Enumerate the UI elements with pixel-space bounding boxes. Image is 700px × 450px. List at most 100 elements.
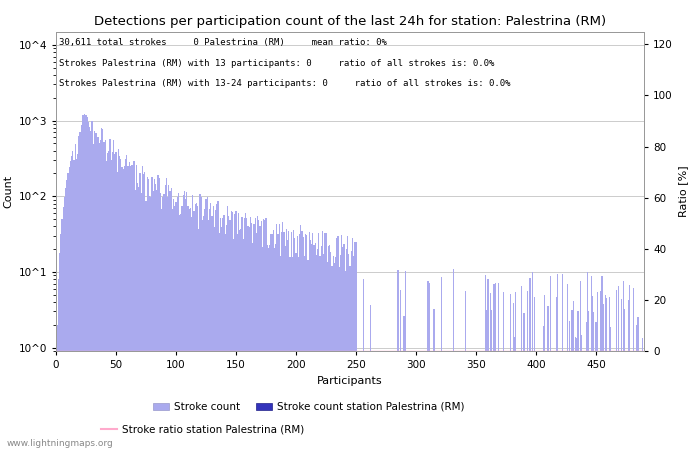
Bar: [204, 209, 205, 450]
Bar: [195, 204, 196, 450]
Bar: [621, 299, 622, 450]
Text: Strokes Palestrina (RM) with 13 participants: 0     ratio of all strokes is: 0.0: Strokes Palestrina (RM) with 13 particip…: [59, 58, 494, 68]
Bar: [206, 197, 208, 450]
Bar: [167, 198, 168, 450]
Bar: [580, 281, 581, 450]
Bar: [142, 166, 143, 450]
Bar: [109, 139, 111, 450]
Bar: [282, 222, 284, 450]
Bar: [111, 160, 112, 450]
Bar: [209, 209, 210, 450]
Bar: [159, 178, 160, 450]
Bar: [311, 244, 312, 450]
Bar: [335, 256, 336, 450]
Bar: [193, 211, 195, 450]
Bar: [211, 216, 213, 450]
Bar: [292, 257, 293, 450]
Bar: [512, 303, 514, 450]
Bar: [300, 225, 302, 450]
Bar: [64, 197, 65, 450]
Bar: [121, 167, 122, 450]
Bar: [239, 230, 240, 450]
Bar: [295, 253, 297, 450]
Bar: [591, 275, 592, 450]
Bar: [334, 263, 335, 450]
Bar: [82, 115, 83, 450]
Bar: [150, 197, 151, 450]
Bar: [184, 191, 185, 450]
Bar: [280, 256, 281, 450]
Bar: [230, 212, 232, 450]
Bar: [77, 154, 78, 450]
Bar: [87, 117, 88, 450]
Bar: [440, 277, 442, 450]
Bar: [99, 143, 100, 450]
Bar: [168, 185, 169, 450]
Bar: [153, 191, 154, 450]
Bar: [603, 304, 604, 450]
Bar: [623, 281, 624, 450]
Bar: [290, 232, 292, 450]
Bar: [233, 239, 235, 450]
Bar: [130, 166, 131, 450]
Bar: [116, 152, 117, 450]
Bar: [256, 233, 257, 450]
Bar: [498, 283, 499, 450]
Bar: [250, 217, 251, 450]
Bar: [101, 128, 102, 450]
Bar: [129, 162, 130, 450]
Bar: [257, 216, 258, 450]
Bar: [610, 327, 611, 450]
Bar: [601, 276, 603, 450]
Title: Detections per participation count of the last 24h for station: Palestrina (RM): Detections per participation count of th…: [94, 14, 606, 27]
Bar: [179, 215, 180, 450]
Bar: [94, 131, 95, 450]
Bar: [605, 295, 606, 450]
Bar: [59, 252, 60, 450]
Bar: [562, 274, 563, 450]
Bar: [268, 248, 269, 450]
Bar: [352, 238, 353, 450]
Bar: [596, 292, 598, 450]
Bar: [276, 224, 277, 450]
Bar: [628, 300, 629, 450]
Bar: [573, 301, 574, 450]
Bar: [154, 179, 155, 450]
Bar: [162, 197, 163, 450]
Bar: [312, 233, 314, 450]
Bar: [112, 153, 113, 450]
Bar: [107, 153, 108, 450]
Bar: [353, 256, 354, 450]
Bar: [208, 220, 209, 450]
Bar: [330, 252, 331, 450]
Bar: [593, 312, 594, 450]
Bar: [247, 226, 248, 450]
Bar: [326, 233, 327, 450]
Bar: [181, 206, 183, 450]
Bar: [78, 136, 79, 450]
Bar: [274, 248, 275, 450]
X-axis label: Participants: Participants: [317, 376, 383, 386]
Bar: [169, 190, 171, 450]
Bar: [370, 306, 371, 450]
Bar: [222, 218, 223, 450]
Bar: [587, 272, 588, 450]
Bar: [433, 310, 435, 450]
Bar: [227, 206, 228, 450]
Bar: [57, 325, 58, 450]
Bar: [305, 234, 306, 450]
Bar: [331, 266, 332, 450]
Bar: [351, 251, 352, 450]
Bar: [329, 245, 330, 450]
Bar: [190, 208, 191, 450]
Bar: [67, 173, 69, 450]
Text: www.lightningmaps.org: www.lightningmaps.org: [7, 439, 113, 448]
Bar: [487, 279, 489, 450]
Bar: [161, 209, 162, 450]
Bar: [263, 219, 264, 450]
Bar: [340, 255, 341, 450]
Bar: [272, 230, 274, 450]
Bar: [108, 151, 109, 450]
Bar: [125, 159, 126, 450]
Bar: [137, 184, 138, 450]
